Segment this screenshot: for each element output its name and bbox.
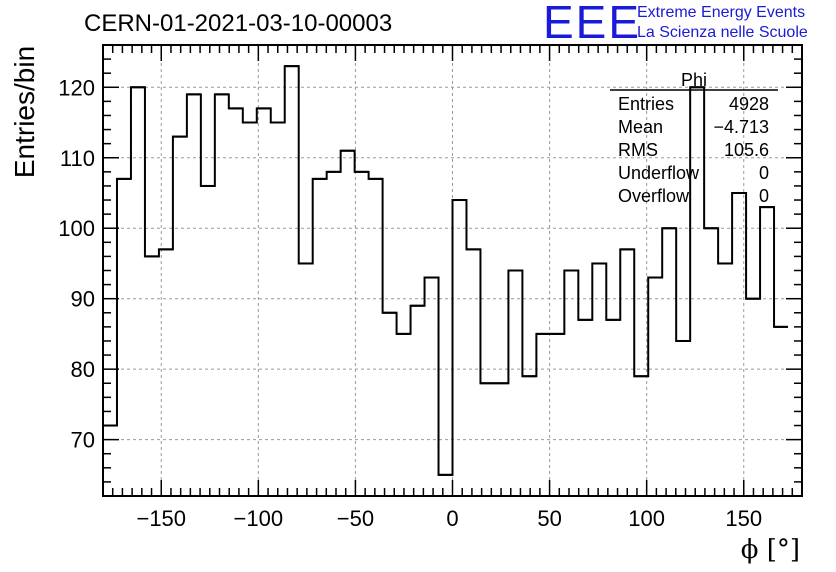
stats-value-overflow: 0 [759, 186, 769, 206]
x-axis-label: ϕ [°] [741, 535, 800, 565]
stats-value-rms: 105.6 [724, 140, 769, 160]
stats-label-underflow: Underflow [618, 163, 700, 183]
run-title: CERN-01-2021-03-10-00003 [84, 10, 393, 37]
histogram-bars [103, 65, 789, 476]
y-tick-label: 90 [71, 287, 95, 312]
stats-label-rms: RMS [618, 140, 658, 160]
tick-labels: 70 80 90 100 110 120 −150 −100 −50 0 50 100 150 [58, 75, 762, 531]
x-tick-label: −50 [337, 506, 374, 531]
stats-box: Phi Entries 4928 Mean −4.713 RMS 105.6 Underflo… [610, 70, 778, 206]
x-tick-label: 100 [628, 506, 665, 531]
eee-logo-text: EEE [543, 0, 642, 48]
stats-value-entries: 4928 [729, 94, 769, 114]
y-tick-label: 100 [58, 216, 95, 241]
histogram-outline [103, 65, 789, 476]
y-tick-label: 80 [71, 357, 95, 382]
axis-ticks [103, 44, 802, 496]
y-tick-label: 110 [60, 146, 95, 171]
stats-value-underflow: 0 [759, 163, 769, 183]
x-tick-label: 0 [446, 506, 458, 531]
stats-label-overflow: Overflow [618, 186, 690, 206]
x-tick-label: −100 [234, 506, 284, 531]
y-axis-label: Entries/bin [9, 46, 40, 178]
stats-label-entries: Entries [618, 94, 674, 114]
y-tick-label: 70 [71, 428, 95, 453]
stats-label-mean: Mean [618, 117, 663, 137]
stats-value-mean: −4.713 [713, 117, 769, 137]
logo-subtitle-2: La Scienza nelle Scuole [637, 24, 808, 41]
x-tick-label: 150 [725, 506, 762, 531]
y-tick-label: 120 [58, 75, 95, 100]
x-tick-label: −150 [136, 506, 186, 531]
logo-subtitle-1: Extreme Energy Events [637, 4, 806, 21]
x-tick-label: 50 [537, 506, 561, 531]
stats-title: Phi [681, 70, 707, 90]
